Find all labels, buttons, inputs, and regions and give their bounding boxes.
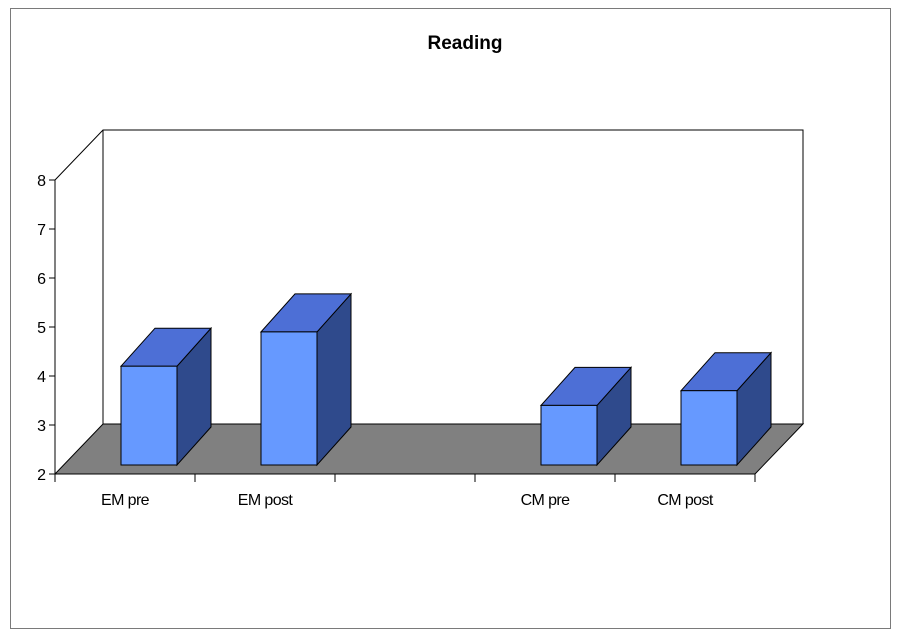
chart-title: Reading — [428, 33, 503, 54]
bars — [119, 292, 773, 467]
bar-front — [260, 331, 318, 466]
y-tick-label: 6 — [37, 271, 46, 288]
y-tick-labels: 2 3 4 5 6 7 8 — [37, 173, 46, 484]
y-tick-label: 3 — [37, 418, 46, 435]
category-label: EM post — [238, 492, 294, 509]
bar — [119, 326, 213, 467]
bar-front — [540, 404, 598, 466]
bar-front — [680, 390, 738, 466]
category-label: CM post — [657, 492, 714, 509]
bar — [539, 366, 633, 467]
axes — [49, 179, 756, 482]
y-tick-label: 2 — [37, 467, 46, 484]
bar-front — [120, 365, 178, 466]
chart-area — [10, 8, 891, 629]
category-labels: EM pre EM post CM pre CM post — [101, 492, 714, 509]
y-tick-label: 5 — [37, 320, 46, 337]
category-label: CM pre — [521, 492, 571, 509]
back-wall-outline — [54, 129, 804, 424]
y-tick-label: 8 — [37, 173, 46, 190]
bar — [679, 351, 773, 467]
y-tick-label: 4 — [37, 369, 46, 386]
plot-walls — [54, 129, 804, 424]
bar — [259, 292, 353, 467]
y-tick-label: 7 — [37, 222, 46, 239]
category-label: EM pre — [101, 492, 150, 509]
